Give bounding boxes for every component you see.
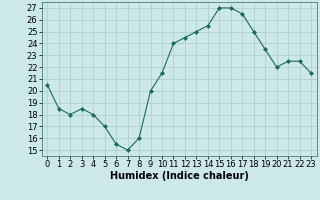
X-axis label: Humidex (Indice chaleur): Humidex (Indice chaleur)	[110, 171, 249, 181]
